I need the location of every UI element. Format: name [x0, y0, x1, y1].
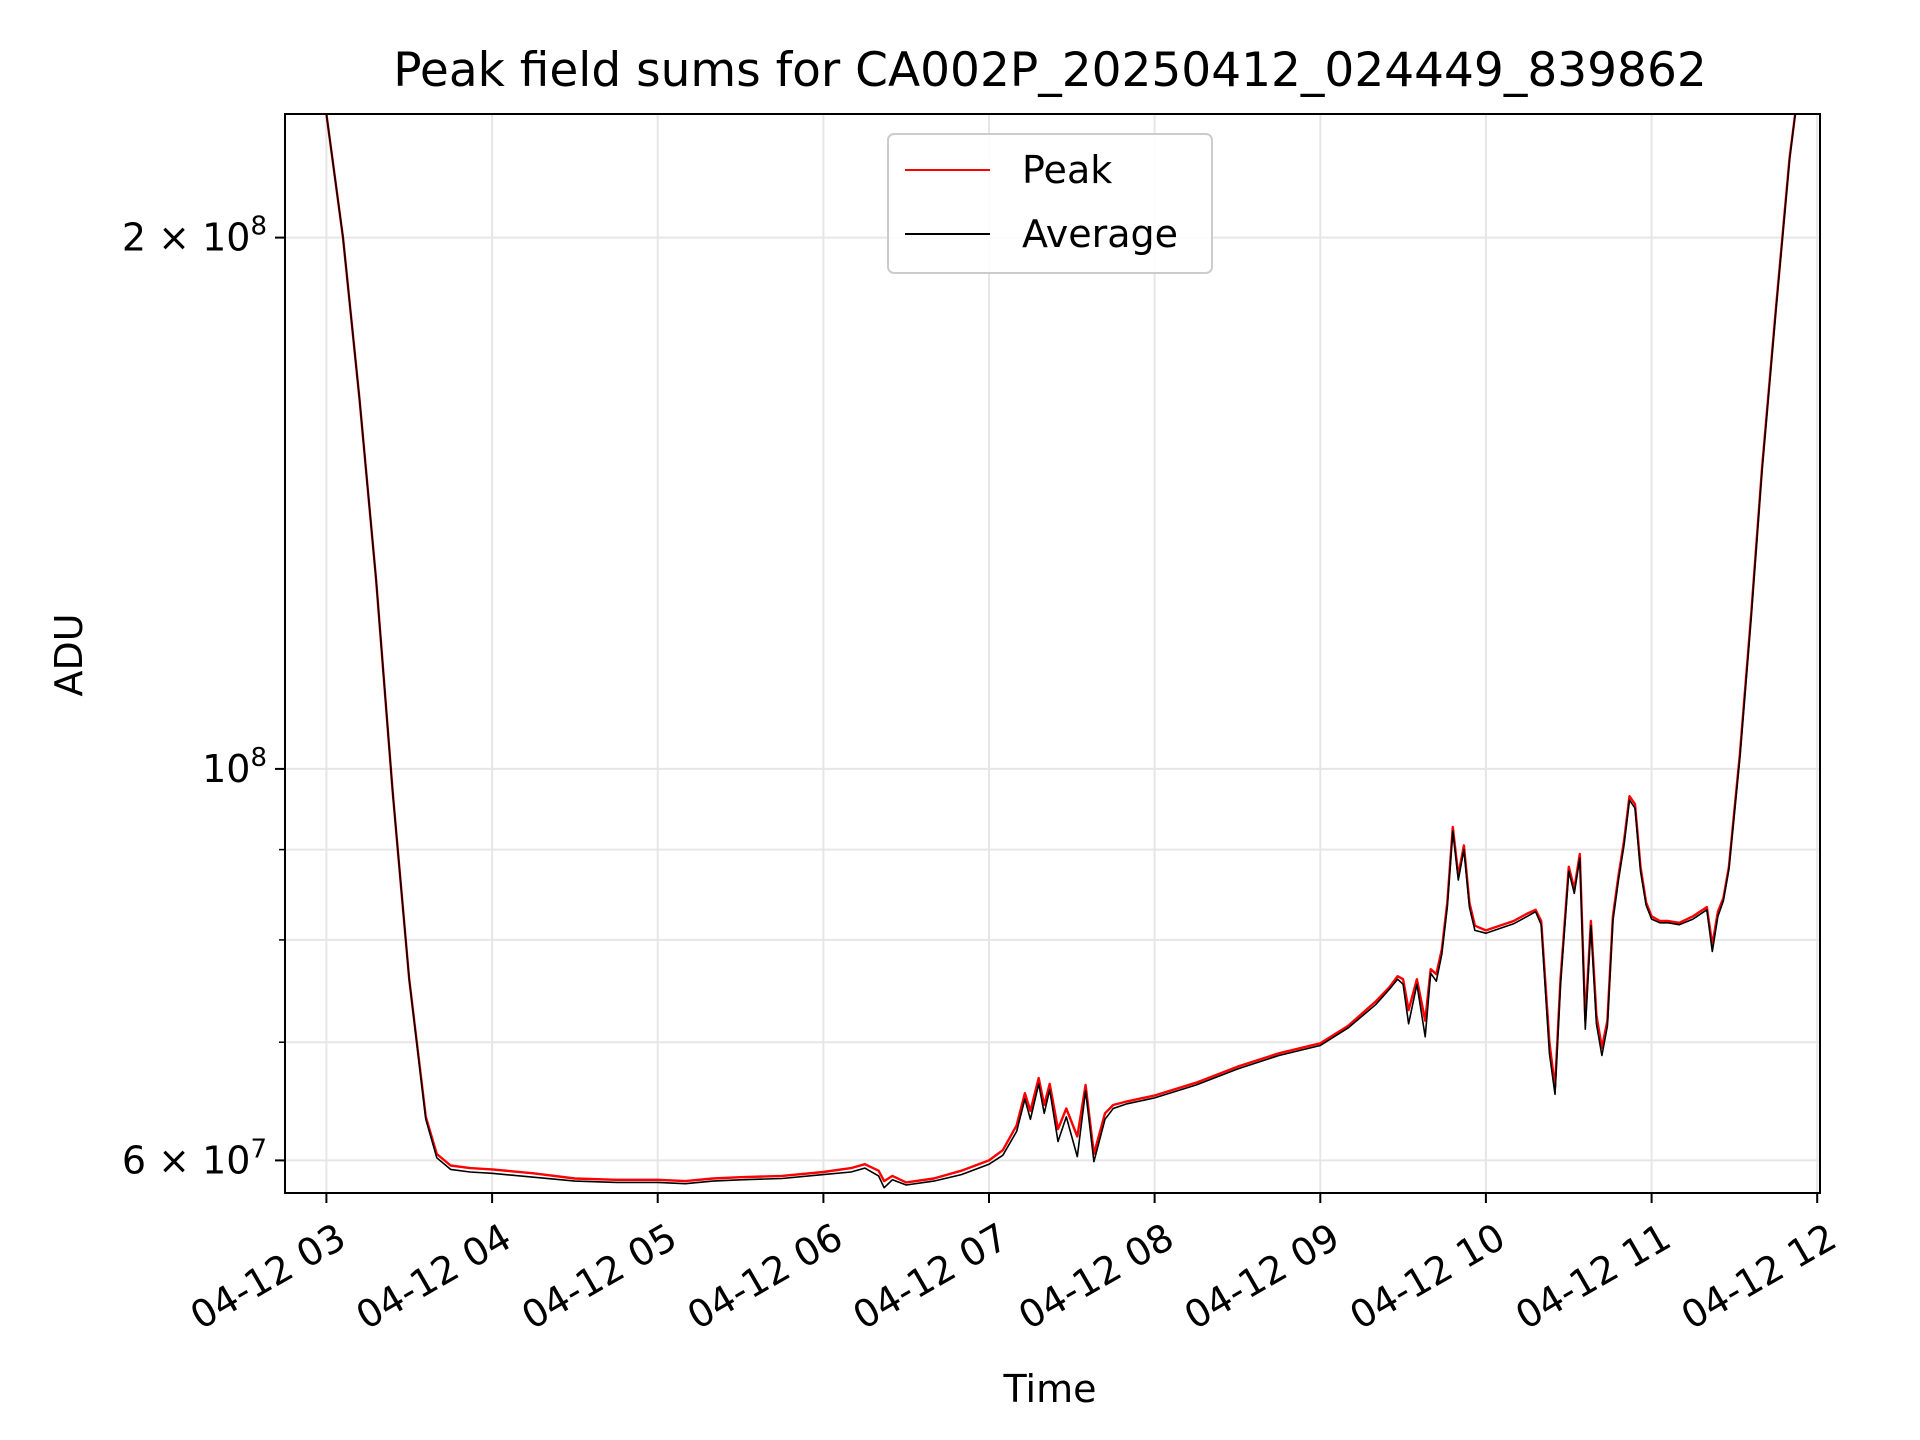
- legend-box: [887, 133, 1213, 274]
- x-axis-label: Time: [1003, 1367, 1097, 1411]
- y-tick-label: 6 × 107: [122, 1134, 267, 1182]
- legend: Peak Average: [887, 133, 1213, 274]
- series-lines: [325, 114, 1797, 1189]
- y-tick-label: 108: [202, 743, 267, 791]
- series-line-average: [325, 114, 1796, 1189]
- chart-title: Peak field sums for CA002P_20250412_0244…: [393, 43, 1707, 98]
- legend-label-peak: Peak: [1022, 148, 1112, 192]
- y-axis: 6 × 107 108 2 × 108: [122, 212, 285, 1182]
- grid: [285, 114, 1820, 1193]
- y-axis-label: ADU: [47, 613, 91, 696]
- legend-label-average: Average: [1022, 212, 1178, 256]
- y-tick-label: 2 × 108: [122, 212, 267, 260]
- plot-area-frame: [284, 113, 1821, 1194]
